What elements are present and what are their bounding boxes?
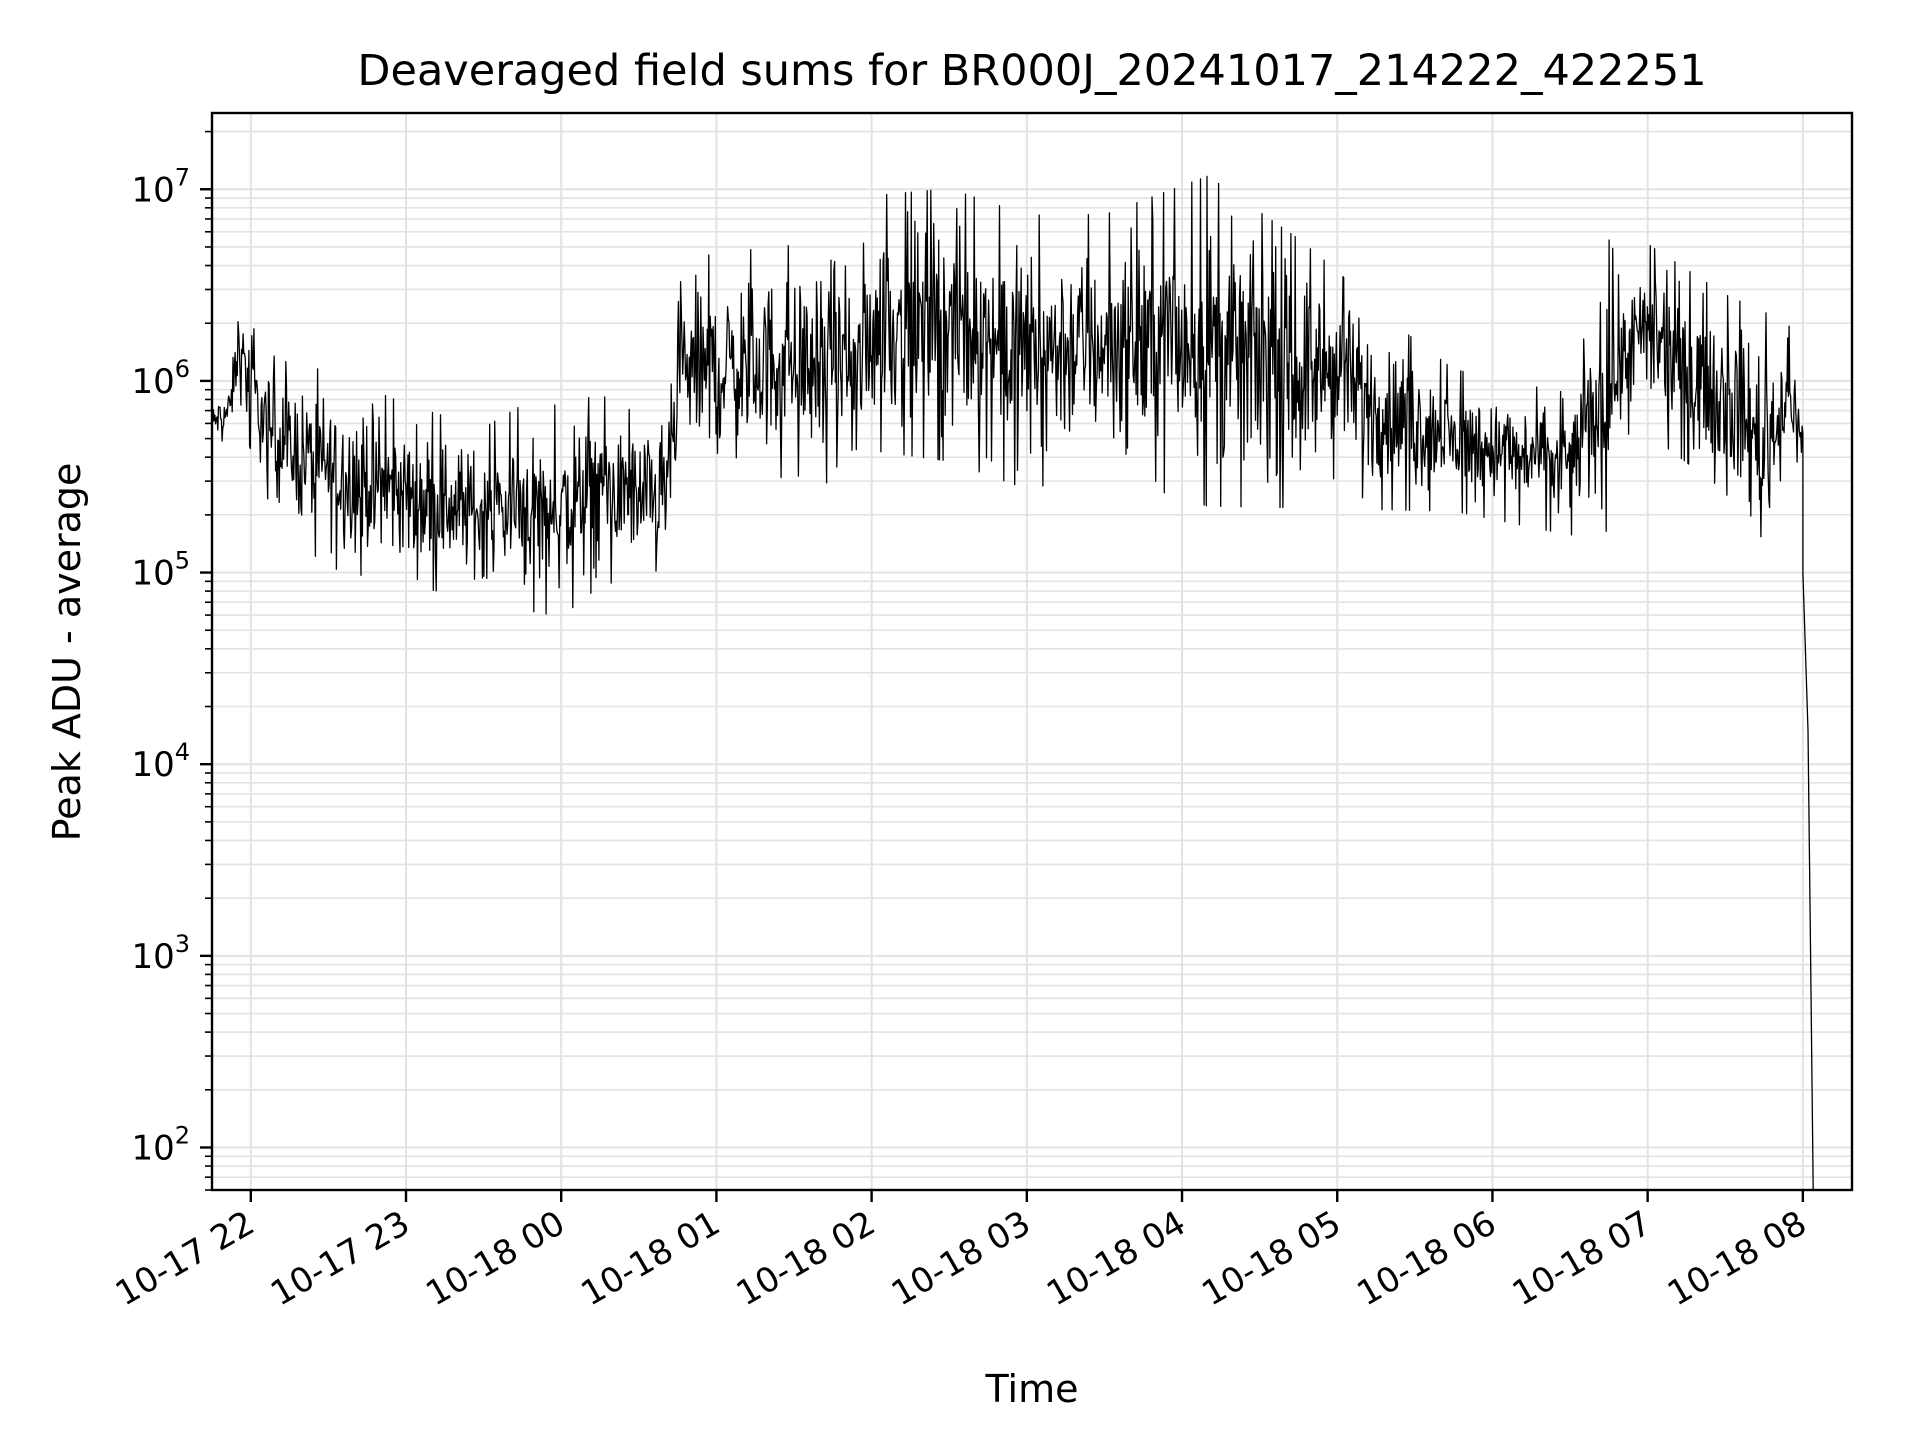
y-tick-label: 106 [131, 355, 190, 402]
x-axis-label: Time [985, 1367, 1079, 1411]
y-tick-label: 104 [131, 738, 190, 785]
y-tick-label: 107 [131, 163, 190, 210]
y-tick-label: 102 [131, 1121, 190, 1168]
y-axis-label: Peak ADU - average [45, 463, 89, 842]
y-tick-label: 105 [131, 547, 190, 594]
y-tick-label: 103 [131, 930, 190, 977]
y-axis: 102 103 104 105 106 107 [131, 130, 212, 1191]
series-polyline [211, 175, 1814, 1191]
series-line [211, 175, 1814, 1191]
chart-title: Deaveraged field sums for BR000J_2024101… [357, 46, 1706, 96]
plot-frame [210, 111, 1854, 1192]
